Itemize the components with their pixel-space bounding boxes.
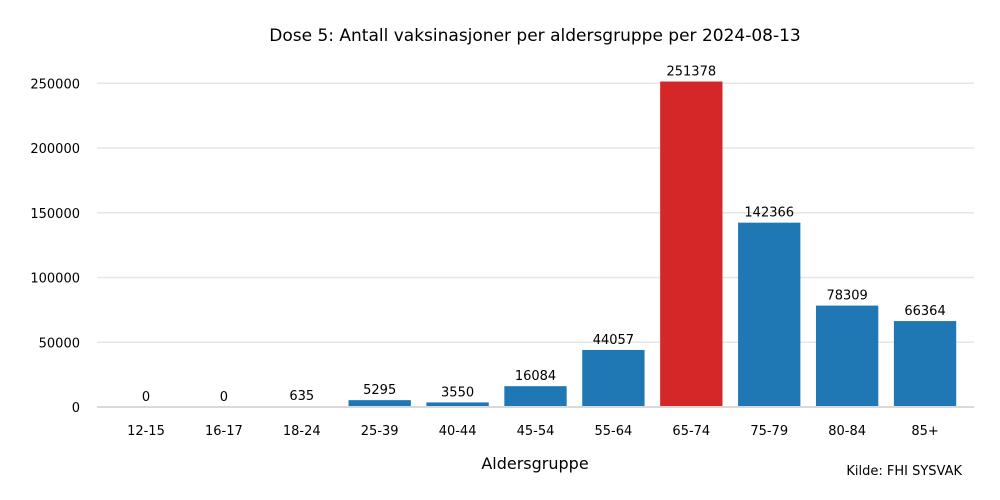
data-label: 66364: [904, 304, 945, 319]
bar-85+: [893, 321, 957, 407]
data-label: 0: [142, 390, 150, 405]
bar-55-64: [582, 349, 645, 407]
y-tick-label: 100000: [30, 272, 80, 287]
data-label: 16084: [515, 369, 556, 384]
bar-25-39: [348, 400, 411, 407]
y-axis-ticks: 0 50000 100000 150000 200000 250000: [30, 77, 80, 416]
bar-65-74: [660, 81, 723, 408]
data-label: 142366: [744, 206, 794, 221]
data-label: 78309: [826, 289, 867, 304]
bars: [270, 81, 957, 408]
y-tick-label: 150000: [30, 207, 80, 222]
x-tick-label: 40-44: [439, 424, 477, 439]
data-labels: 0 0 635 5295 3550 16084 44057 251378 142366 78309…: [142, 65, 946, 405]
data-label: 3550: [441, 385, 474, 400]
bar-45-54: [504, 386, 567, 407]
x-tick-label: 65-74: [672, 424, 710, 439]
x-tick-label: 25-39: [361, 424, 399, 439]
y-tick-label: 0: [72, 401, 80, 416]
source-note: Kilde: FHI SYSVAK: [846, 464, 962, 479]
bar-80-84: [815, 305, 879, 407]
x-tick-label: 16-17: [205, 424, 243, 439]
y-tick-label: 50000: [39, 336, 80, 351]
x-tick-label: 80-84: [828, 424, 866, 439]
data-label: 0: [220, 390, 228, 405]
data-label: 251378: [666, 65, 716, 80]
data-label: 44057: [593, 333, 634, 348]
x-tick-label: 18-24: [283, 424, 321, 439]
x-tick-label: 85+: [911, 424, 938, 439]
x-tick-label: 75-79: [750, 424, 788, 439]
bar-75-79: [738, 222, 801, 407]
y-tick-label: 250000: [30, 77, 80, 92]
x-tick-label: 55-64: [595, 424, 633, 439]
x-tick-label: 45-54: [517, 424, 555, 439]
data-label: 635: [289, 389, 314, 404]
chart-title: Dose 5: Antall vaksinasjoner per aldersg…: [269, 26, 801, 46]
x-axis-ticks: 12-15 16-17 18-24 25-39 40-44 45-54 55-64 65-74…: [127, 424, 939, 439]
bar-40-44: [426, 402, 489, 407]
x-axis-title: Aldersgruppe: [481, 454, 588, 473]
x-tick-label: 12-15: [127, 424, 165, 439]
y-tick-label: 200000: [30, 142, 80, 157]
data-label: 5295: [363, 383, 396, 398]
